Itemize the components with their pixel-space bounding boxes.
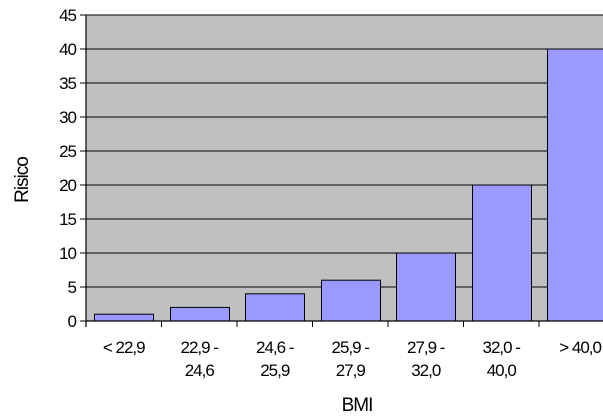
y-tick-label: 45: [59, 6, 76, 25]
gridlines: [86, 14, 603, 288]
y-tick-label: 25: [59, 142, 76, 161]
x-tick-label: 32,0: [411, 361, 441, 380]
x-tick-label: 25,9 -: [332, 338, 370, 357]
y-axis-title: Risico: [12, 157, 33, 203]
x-axis-title: BMI: [342, 395, 373, 416]
y-tick-label: 35: [59, 74, 76, 93]
bar: [472, 184, 532, 322]
x-tick-label: 40,0: [487, 361, 517, 380]
bar: [547, 48, 603, 322]
y-tick-label: 20: [59, 176, 76, 195]
y-tick-label: 30: [59, 108, 76, 127]
x-tick-label: 24,6: [185, 361, 215, 380]
x-tick-label: 27,9 -: [407, 338, 445, 357]
bar: [170, 306, 230, 322]
y-tick-label: 10: [59, 244, 76, 263]
x-tick-labels: < 22,9 22,9 - 24,6 24,6 - 25,9 25,9 - 27,9 27,9…: [103, 338, 603, 380]
bar: [396, 252, 456, 322]
x-tick-label: 32,0 -: [483, 338, 521, 357]
y-tick-label: 0: [68, 312, 77, 331]
bar: [321, 279, 381, 322]
bar: [94, 313, 154, 322]
y-tick-label: 15: [59, 210, 76, 229]
bar: [245, 293, 305, 322]
axes: [80, 14, 603, 327]
x-tick-label: 22,9 -: [181, 338, 219, 357]
y-tick-label: 5: [68, 278, 77, 297]
y-tick-label: 40: [59, 40, 76, 59]
x-tick-label: < 22,9: [103, 338, 145, 357]
x-tick-label: 24,6 -: [256, 338, 294, 357]
y-tick-labels: 0 5 10 15 20 25 30 35 40 45: [59, 6, 77, 331]
x-tick-label: 25,9: [260, 361, 290, 380]
x-tick-label: > 40,0: [559, 338, 601, 357]
x-tick-label: 27,9: [336, 361, 366, 380]
